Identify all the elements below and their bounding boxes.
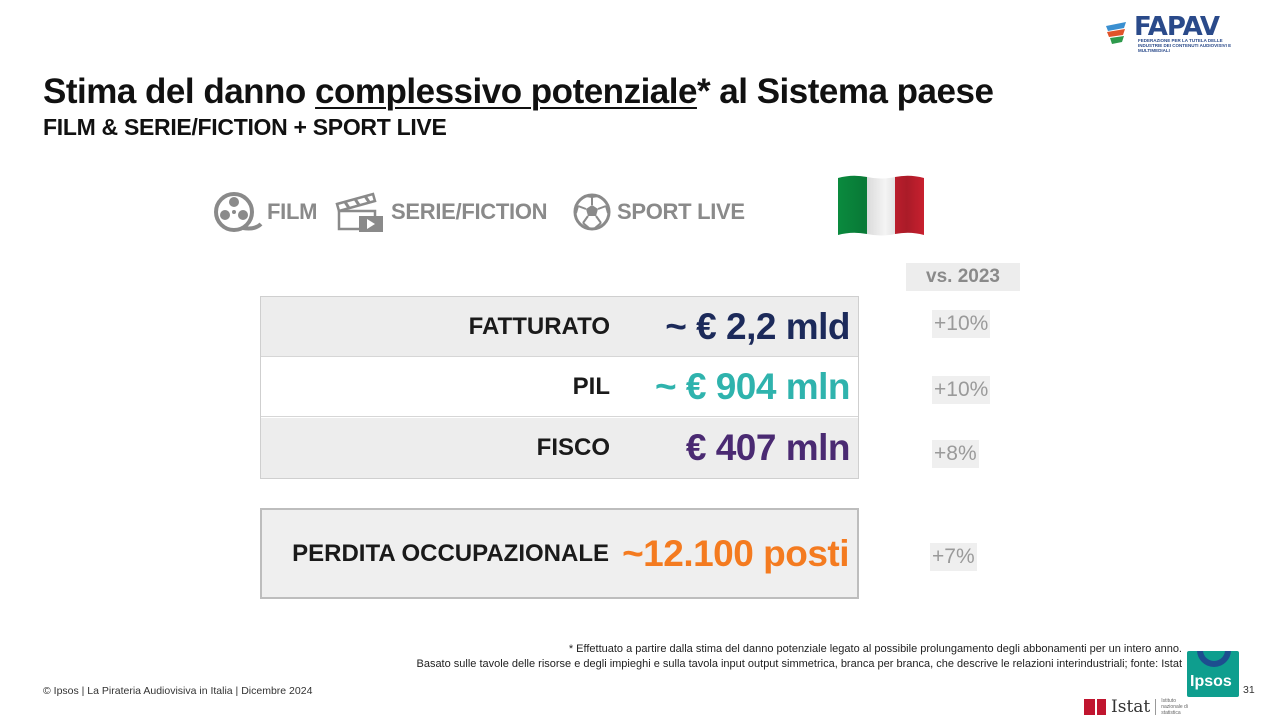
employment-label: PERDITA OCCUPAZIONALE (292, 539, 609, 567)
metric-row-fisco: FISCO € 407 mln (261, 418, 858, 478)
page-number: 31 (1243, 684, 1255, 696)
fapav-logo: FAPAV FEDERAZIONE PER LA TUTELA DELLE IN… (1104, 12, 1244, 53)
istat-logo: Istat Istituto nazionale di statistica (1084, 697, 1189, 717)
ipsos-ring-icon (1197, 651, 1231, 667)
title-part-1: Stima del danno (43, 72, 316, 111)
soccer-ball-icon (573, 193, 611, 231)
metric-label: FATTURATO (468, 313, 610, 340)
category-serie-fiction-label: SERIE/FICTION (391, 199, 548, 224)
category-serie-fiction: SERIE/FICTION (333, 190, 548, 234)
film-reel-icon (214, 192, 263, 232)
change-badge-fisco: +8% (932, 440, 979, 468)
footnote-line-1: * Effettuato a partire dalla stima del d… (568, 643, 1182, 655)
metric-row-pil: PIL ~ € 904 mln (261, 357, 858, 417)
ipsos-logo-text: Ipsos (1190, 673, 1232, 690)
category-film-label: FILM (267, 199, 318, 224)
employment-box: PERDITA OCCUPAZIONALE ~12.100 posti (260, 508, 859, 599)
page-title: Stima del danno complessivo potenziale* … (43, 72, 994, 112)
metric-row-fatturato: FATTURATO ~ € 2,2 mld (261, 297, 858, 357)
change-badge-employment: +7% (930, 543, 977, 571)
metrics-table: FATTURATO ~ € 2,2 mld PIL ~ € 904 mln FI… (260, 296, 859, 479)
category-sport-live-label: SPORT LIVE (617, 199, 745, 224)
fapav-logo-tagline: FEDERAZIONE PER LA TUTELA DELLE INDUSTRI… (1138, 38, 1232, 53)
metric-label: PIL (572, 373, 610, 400)
metric-label: FISCO (536, 434, 610, 461)
copyright: © Ipsos | La Pirateria Audiovisiva in It… (43, 685, 313, 697)
footnote-line-2: Basato sulle tavole delle risorse e degl… (416, 658, 1182, 670)
istat-mark-icon-2 (1097, 699, 1106, 715)
metric-value: € 407 mln (685, 427, 851, 468)
istat-tagline: Istituto nazionale di statistica (1161, 698, 1188, 716)
change-badge-pil: +10% (932, 376, 991, 404)
clapperboard-icon (335, 192, 383, 232)
istat-divider (1155, 699, 1157, 715)
category-film: FILM (213, 190, 317, 234)
title-part-2: * al Sistema paese (696, 72, 994, 111)
fapav-logo-name: FAPAV (1134, 12, 1220, 42)
ipsos-logo: Ipsos (1187, 651, 1239, 697)
title-underlined: complessivo potenziale (315, 72, 697, 111)
metric-value: ~ € 2,2 mld (665, 306, 850, 347)
change-badge-fatturato: +10% (932, 310, 991, 338)
istat-mark-icon (1084, 699, 1095, 715)
comparison-header: vs. 2023 (906, 263, 1020, 291)
istat-logo-text: Istat (1111, 697, 1151, 717)
fapav-logo-mark-icon (1106, 22, 1126, 44)
footnote: * Effettuato a partire dalla stima del d… (416, 642, 1182, 672)
category-sport-live: SPORT LIVE (573, 190, 745, 234)
metric-value: ~ € 904 mln (654, 366, 851, 407)
page-subtitle: FILM & SERIE/FICTION + SPORT LIVE (43, 114, 447, 140)
italy-flag-icon (838, 175, 924, 236)
employment-value: ~12.100 posti (622, 532, 849, 574)
